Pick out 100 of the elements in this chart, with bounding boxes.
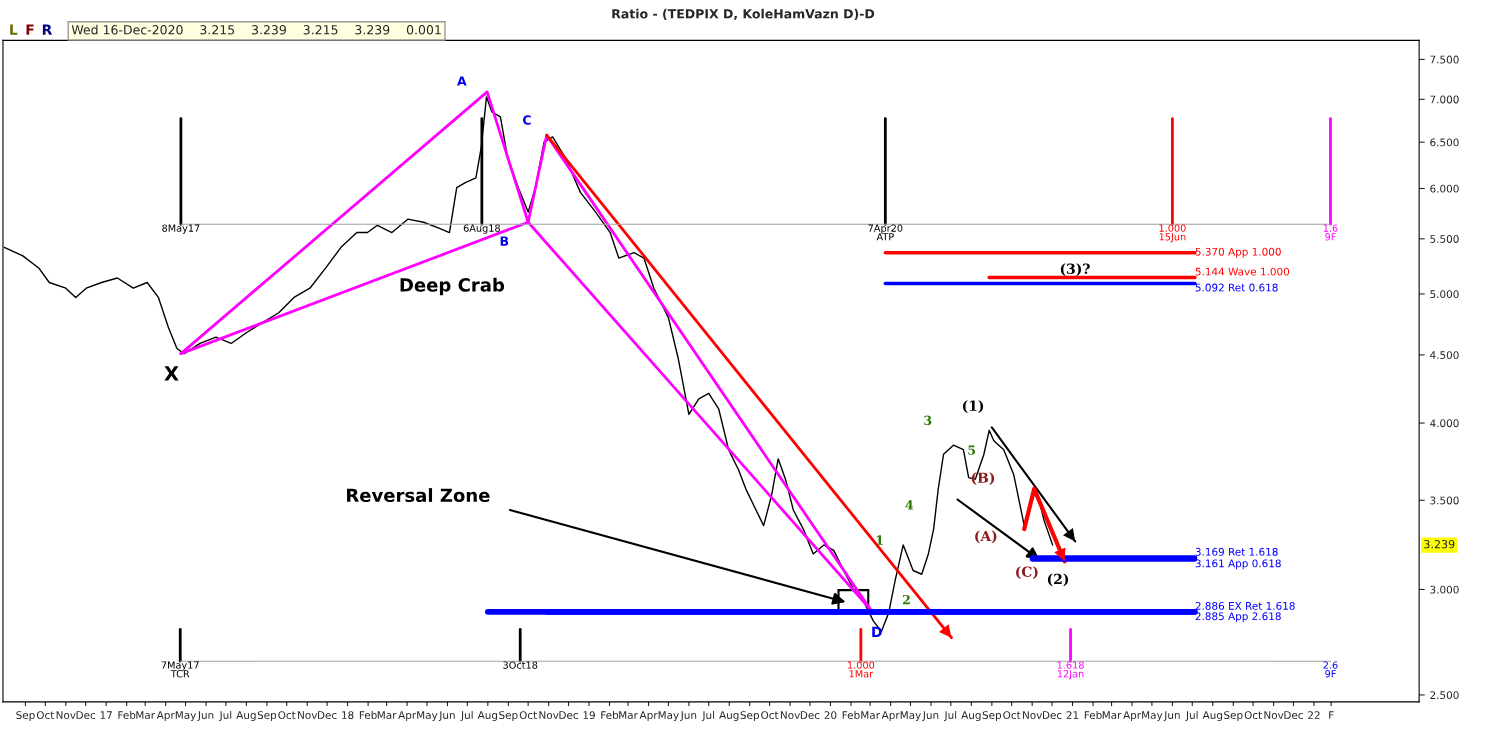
x-tick-label: May: [900, 711, 921, 722]
x-tick-label: Aug: [236, 711, 256, 722]
y-tick-label: 4.500: [1430, 351, 1459, 360]
x-tick-label: May: [417, 711, 438, 722]
annotation: 5.144 Wave 1.000: [1195, 267, 1290, 276]
annotation: 1.618 12Jan: [1057, 661, 1084, 680]
x-tick-label: Feb: [842, 710, 860, 720]
annotation: Deep Crab: [400, 277, 505, 296]
x-tick-label: Mar: [377, 711, 397, 720]
x-tick-label: Dec: [76, 711, 96, 720]
x-tick-label: Apr: [639, 711, 658, 722]
x-tick-label: 19: [583, 711, 595, 720]
annotation: 3Oct18: [503, 661, 538, 669]
x-tick-label: Apr: [1123, 711, 1142, 722]
x-tick-label: Sep: [16, 711, 35, 722]
x-tick-label: Jul: [1185, 710, 1198, 721]
annotation: 7May17 TCR: [161, 661, 199, 678]
x-tick-label: Nov: [1023, 711, 1043, 720]
x-tick-label: Aug: [477, 711, 498, 722]
x-tick-label: Jul: [460, 710, 473, 721]
annotation: (1): [962, 400, 984, 413]
x-tick-label: 22: [1308, 711, 1320, 719]
x-tick-label: Jun: [680, 711, 697, 721]
x-tick-label: F: [1329, 711, 1334, 719]
annotation: (C): [1016, 566, 1038, 579]
annotation: 1.6 9F: [1323, 224, 1338, 241]
y-tick-label: 7.000: [1430, 95, 1459, 104]
annotation: 6Aug18: [463, 224, 500, 234]
x-tick-label: Aug: [961, 711, 981, 722]
annotation: 3: [924, 415, 932, 426]
annotation: 2.6 9F: [1323, 661, 1338, 678]
x-tick-label: Jun: [1163, 711, 1180, 721]
x-tick-label: 18: [342, 711, 354, 720]
x-tick-label: Sep: [740, 711, 759, 722]
x-tick-label: Jul: [944, 710, 957, 721]
annotation: 7Apr20 ATP: [868, 224, 903, 241]
annotation: A: [457, 76, 467, 86]
x-tick-label: Oct: [1244, 711, 1262, 720]
x-tick-label: Mar: [861, 711, 880, 720]
x-tick-label: Mar: [136, 711, 156, 720]
x-tick-label: Feb: [359, 710, 377, 720]
y-tick-label: 3.500: [1430, 496, 1459, 505]
x-tick-label: Mar: [619, 711, 638, 720]
y-tick-label: 3.000: [1430, 585, 1459, 594]
text: R: [42, 24, 53, 35]
x-tick-label: Jun: [197, 711, 214, 721]
y-tick-label: 4.000: [1430, 419, 1459, 428]
x-tick-label: Sep: [1224, 711, 1243, 722]
x-tick-label: Nov: [1264, 711, 1284, 720]
annotation: C: [522, 115, 531, 125]
annotation: 5: [968, 445, 976, 455]
annotation: 8May17: [162, 224, 200, 234]
y-tick-label: 7.500: [1430, 55, 1459, 64]
x-tick-label: Feb: [1084, 710, 1102, 720]
x-tick-label: Aug: [719, 711, 739, 722]
annotation: (3)?: [1060, 263, 1090, 276]
x-tick-label: 20: [824, 711, 837, 720]
x-tick-label: Apr: [398, 711, 417, 722]
x-tick-label: Dec: [1042, 711, 1062, 720]
annotation: 2: [902, 594, 910, 605]
x-tick-label: Oct: [36, 711, 55, 720]
annotation: 2.886 EX Ret 1.618: [1195, 601, 1295, 610]
annotation: (2): [1047, 573, 1069, 587]
x-tick-label: Sep: [257, 711, 277, 722]
x-tick-label: Aug: [1202, 711, 1222, 722]
x-tick-label: 17: [100, 711, 112, 719]
x-tick-label: Jun: [438, 711, 455, 721]
annotation: D: [872, 626, 882, 637]
x-tick-label: Jul: [701, 710, 715, 721]
text: F: [26, 24, 34, 35]
chart-subtitle: Wed 16-Dec-2020 3.215 3.239 3.215 3.239 0.001: [71, 24, 441, 35]
annotation: 1.000 15Jun: [1159, 224, 1186, 243]
annotation: 1: [876, 535, 883, 545]
annotation: 1.000 1Mar: [848, 661, 875, 678]
x-tick-label: Feb: [601, 710, 619, 720]
x-tick-label: Jul: [219, 710, 232, 721]
x-tick-label: Mar: [1102, 711, 1122, 720]
x-tick-label: Oct: [278, 711, 296, 720]
x-tick-label: Dec: [1284, 711, 1303, 720]
x-tick-label: 21: [1066, 711, 1079, 719]
x-tick-label: Apr: [881, 711, 900, 722]
x-tick-label: Nov: [298, 711, 318, 720]
x-tick-label: Sep: [982, 711, 1002, 722]
x-tick-label: Oct: [1003, 711, 1021, 720]
annotation: X: [164, 366, 179, 381]
annotation: 3.161 App 0.618: [1195, 559, 1281, 570]
x-tick-label: May: [1142, 711, 1163, 722]
annotation: (B): [971, 472, 995, 485]
annotation: Reversal Zone: [347, 488, 490, 503]
x-tick-label: May: [658, 711, 679, 722]
annotation: 5.370 App 1.000: [1195, 247, 1281, 258]
x-tick-label: Nov: [539, 711, 559, 720]
annotation: 4: [905, 500, 914, 510]
annotation: 5.092 Ret 0.618: [1195, 283, 1278, 292]
chart-title: Ratio - (TEDPIX D, KoleHamVazn D)-D: [612, 8, 875, 21]
x-tick-label: Oct: [761, 711, 779, 720]
x-tick-label: Apr: [156, 711, 175, 722]
x-tick-label: Dec: [559, 711, 578, 720]
x-tick-label: Nov: [56, 711, 76, 720]
y-tick-label: 6.500: [1430, 138, 1459, 147]
